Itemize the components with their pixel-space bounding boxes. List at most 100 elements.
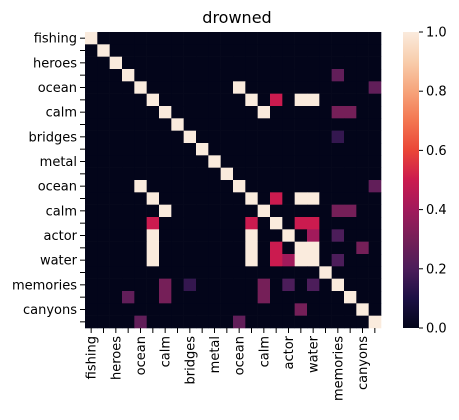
heatmap-cell — [307, 118, 320, 131]
heatmap-cell — [319, 106, 332, 119]
heatmap-cell — [97, 155, 110, 168]
heatmap-cell — [146, 106, 160, 119]
heatmap-cell — [307, 155, 320, 168]
heatmap-cell — [134, 69, 147, 82]
heatmap-cell — [294, 44, 308, 57]
heatmap-cell — [85, 106, 98, 119]
x-tick-label: calm — [257, 336, 272, 367]
heatmap-cell — [134, 106, 147, 119]
y-tick-label: actor — [43, 229, 77, 244]
heatmap-cell — [257, 303, 271, 316]
heatmap-cell — [196, 130, 209, 144]
heatmap-cell — [208, 167, 221, 181]
heatmap-cell — [294, 315, 308, 329]
heatmap-cell — [134, 93, 147, 107]
heatmap-cell — [307, 81, 320, 94]
heatmap-cell — [331, 180, 345, 193]
heatmap-cell — [85, 130, 98, 144]
heatmap-cell — [183, 143, 197, 156]
heatmap-cell — [159, 56, 172, 70]
heatmap-cell — [109, 93, 123, 107]
heatmap-cell — [97, 32, 110, 45]
heatmap-cell — [196, 56, 209, 70]
heatmap-cell — [146, 167, 160, 181]
heatmap-cell — [331, 32, 345, 45]
heatmap-cell — [294, 93, 308, 107]
heatmap-cell — [208, 229, 221, 242]
heatmap-cell — [270, 93, 283, 107]
y-tick-label: ocean — [38, 180, 77, 195]
heatmap-cell — [85, 254, 98, 267]
heatmap-cell — [159, 143, 172, 156]
heatmap-cell — [122, 278, 135, 292]
heatmap-cell — [257, 254, 271, 267]
heatmap-cell — [319, 241, 332, 255]
heatmap-cell — [171, 69, 184, 82]
heatmap-cell — [134, 81, 147, 94]
heatmap-cell — [368, 130, 382, 144]
heatmap-cell — [183, 291, 197, 304]
heatmap-cell — [368, 217, 382, 230]
heatmap-cell — [97, 229, 110, 242]
heatmap-cell — [356, 254, 369, 267]
heatmap-cell — [245, 204, 258, 218]
heatmap-cell — [331, 315, 345, 329]
heatmap-cell — [208, 180, 221, 193]
heatmap-cell — [282, 118, 295, 131]
heatmap-cell — [220, 130, 234, 144]
heatmap-cell — [97, 291, 110, 304]
heatmap-cell — [307, 315, 320, 329]
heatmap-cell — [282, 241, 295, 255]
heatmap-cell — [146, 217, 160, 230]
heatmap-cell — [257, 155, 271, 168]
heatmap-cell — [356, 106, 369, 119]
heatmap-cell — [282, 315, 295, 329]
heatmap-cell — [331, 192, 345, 205]
heatmap-cell — [356, 180, 369, 193]
heatmap-cell — [233, 217, 246, 230]
heatmap-cell — [331, 303, 345, 316]
heatmap-cell — [183, 192, 197, 205]
heatmap-cell — [245, 44, 258, 57]
heatmap-cell — [294, 32, 308, 45]
heatmap-cell — [220, 303, 234, 316]
heatmap-cell — [245, 167, 258, 181]
x-tick-label: ocean — [134, 336, 149, 375]
heatmap-cell — [134, 266, 147, 279]
heatmap-cell — [233, 81, 246, 94]
heatmap-cell — [319, 278, 332, 292]
heatmap-cell — [183, 118, 197, 131]
heatmap-cell — [146, 130, 160, 144]
heatmap-cell — [134, 315, 147, 329]
heatmap-cell — [85, 315, 98, 329]
heatmap-cell — [134, 229, 147, 242]
heatmap-cell — [282, 44, 295, 57]
heatmap-cell — [344, 93, 357, 107]
heatmap-cell — [109, 241, 123, 255]
heatmap-cell — [159, 229, 172, 242]
heatmap-cell — [208, 303, 221, 316]
y-tick-label: water — [40, 254, 78, 269]
heatmap-cell — [134, 278, 147, 292]
heatmap-cell — [183, 303, 197, 316]
heatmap-cell — [368, 180, 382, 193]
heatmap-cell — [245, 315, 258, 329]
heatmap-cell — [109, 130, 123, 144]
heatmap-cell — [196, 44, 209, 57]
heatmap-cell — [368, 204, 382, 218]
heatmap-cell — [159, 130, 172, 144]
heatmap-cell — [146, 93, 160, 107]
heatmap-cell — [245, 254, 258, 267]
heatmap-cell — [109, 143, 123, 156]
heatmap-cell — [220, 266, 234, 279]
heatmap-cell — [344, 118, 357, 131]
heatmap-cell — [146, 180, 160, 193]
heatmap-cell — [97, 217, 110, 230]
heatmap-cell — [233, 192, 246, 205]
heatmap-cell — [294, 69, 308, 82]
heatmap-cell — [245, 118, 258, 131]
heatmap-cell — [257, 69, 271, 82]
heatmap-cell — [159, 254, 172, 267]
heatmap-cell — [97, 69, 110, 82]
heatmap-cell — [270, 291, 283, 304]
